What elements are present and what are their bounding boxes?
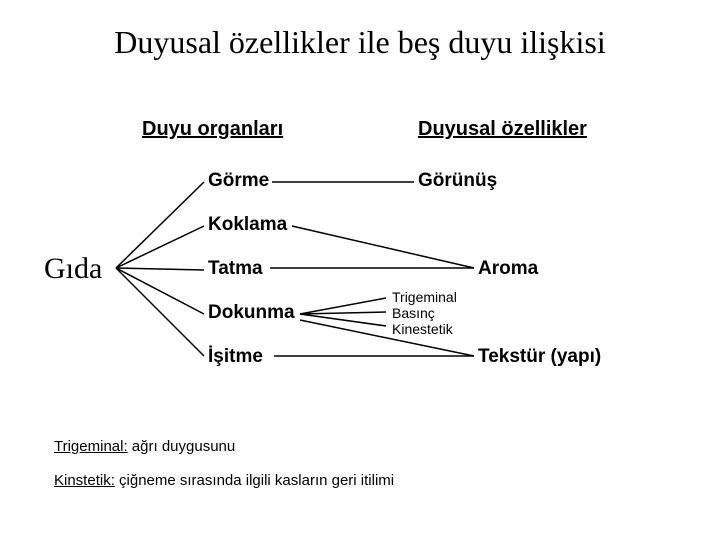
page-title: Duyusal özellikler ile beş duyu ilişkisi bbox=[0, 24, 720, 61]
mid-trigeminal: Trigeminal bbox=[392, 289, 457, 305]
left-dokunma: Dokunma bbox=[208, 302, 295, 324]
mid-kinestetik: Kinestetik bbox=[392, 321, 453, 337]
mid-basinc: Basınç bbox=[392, 305, 435, 321]
footnote-trigeminal: Trigeminal: ağrı duygusunu bbox=[54, 438, 235, 455]
header-left: Duyu organları bbox=[142, 118, 283, 141]
left-koklama: Koklama bbox=[208, 214, 287, 236]
connector-lines bbox=[0, 0, 720, 540]
left-isitme: İşitme bbox=[208, 346, 263, 368]
left-gorme: Görme bbox=[208, 170, 269, 192]
footnote-b-under: Kinstetik: bbox=[54, 472, 115, 489]
footnote-a-rest: ağrı duygusunu bbox=[128, 438, 236, 455]
header-right: Duyusal özellikler bbox=[418, 118, 587, 141]
right-aroma: Aroma bbox=[478, 258, 538, 280]
right-tekstur: Tekstür (yapı) bbox=[478, 346, 601, 368]
gida-label: Gıda bbox=[44, 252, 102, 286]
footnote-b-rest: çiğneme sırasında ilgili kasların geri i… bbox=[115, 472, 394, 489]
footnote-kinstetik: Kinstetik: çiğneme sırasında ilgili kasl… bbox=[54, 472, 394, 489]
footnote-a-under: Trigeminal: bbox=[54, 438, 128, 455]
left-tatma: Tatma bbox=[208, 258, 263, 280]
right-gorunus: Görünüş bbox=[418, 170, 497, 192]
